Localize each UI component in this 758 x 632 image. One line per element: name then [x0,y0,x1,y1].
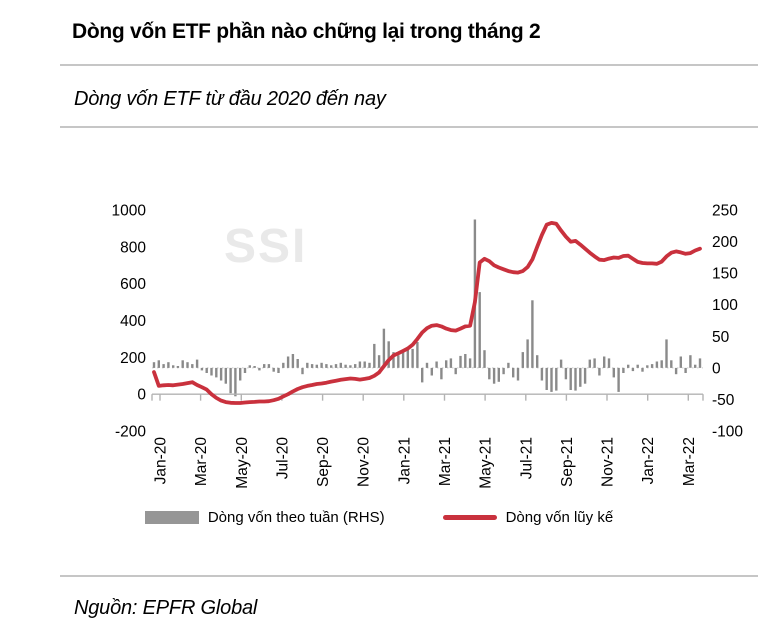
svg-text:Jan-21: Jan-21 [396,437,413,484]
svg-text:Sep-20: Sep-20 [315,437,332,487]
svg-text:Nov-20: Nov-20 [356,437,373,487]
svg-text:250: 250 [712,203,738,220]
svg-text:Nov-21: Nov-21 [600,437,617,487]
svg-text:Mar-21: Mar-21 [437,437,454,486]
svg-text:100: 100 [712,297,738,314]
divider-top [60,64,758,66]
legend-label-cumulative-flow: Dòng vốn lũy kế [505,509,614,526]
right-axis-labels: 250 200 150 100 50 0 -50 -100 [712,203,743,441]
svg-text:May-21: May-21 [478,437,495,489]
svg-text:1000: 1000 [112,203,147,220]
svg-text:Jul-21: Jul-21 [518,437,535,479]
svg-text:400: 400 [120,313,146,330]
legend-item-weekly-flow: Dòng vốn theo tuần (RHS) [144,509,385,526]
svg-text:May-20: May-20 [234,437,251,489]
svg-text:0: 0 [137,387,146,404]
svg-text:Jan-20: Jan-20 [153,437,170,485]
line-series-cumulative-flow [152,221,702,405]
svg-text:150: 150 [712,266,738,283]
svg-text:Jan-22: Jan-22 [640,437,657,484]
page-title: Dòng vốn ETF phần nào chững lại trong th… [72,20,541,43]
svg-text:-200: -200 [115,424,146,441]
svg-text:-100: -100 [712,424,743,441]
left-axis-labels: 1000 800 600 400 200 0 -200 [112,203,147,441]
svg-text:Mar-20: Mar-20 [193,437,210,486]
chart-subtitle: Dòng vốn ETF từ đầu 2020 đến nay [74,88,386,110]
x-axis [151,393,704,401]
svg-text:Sep-21: Sep-21 [559,437,576,487]
svg-text:800: 800 [120,239,146,256]
line-series-swatch [442,515,497,520]
svg-text:200: 200 [712,234,738,251]
svg-text:0: 0 [712,360,721,377]
source-note: Nguồn: EPFR Global [74,597,258,619]
bar-series-swatch [144,511,199,524]
legend-item-cumulative-flow: Dòng vốn lũy kế [442,509,614,526]
svg-text:200: 200 [120,350,146,367]
svg-text:Mar-22: Mar-22 [681,437,698,486]
chart-legend: Dòng vốn theo tuần (RHS) Dòng vốn lũy kế [0,509,758,526]
svg-text:-50: -50 [712,392,735,409]
divider-subtitle [60,126,758,128]
svg-text:Jul-20: Jul-20 [274,437,291,480]
x-axis-labels: Jan-20 Mar-20 May-20 Jul-20 Sep-20 Nov-20 Jan-… [153,437,698,489]
ssi-watermark: SSI [224,220,307,273]
legend-label-weekly-flow: Dòng vốn theo tuần (RHS) [207,509,385,526]
divider-bottom [60,575,758,577]
svg-text:50: 50 [712,329,730,346]
svg-text:600: 600 [120,276,146,293]
